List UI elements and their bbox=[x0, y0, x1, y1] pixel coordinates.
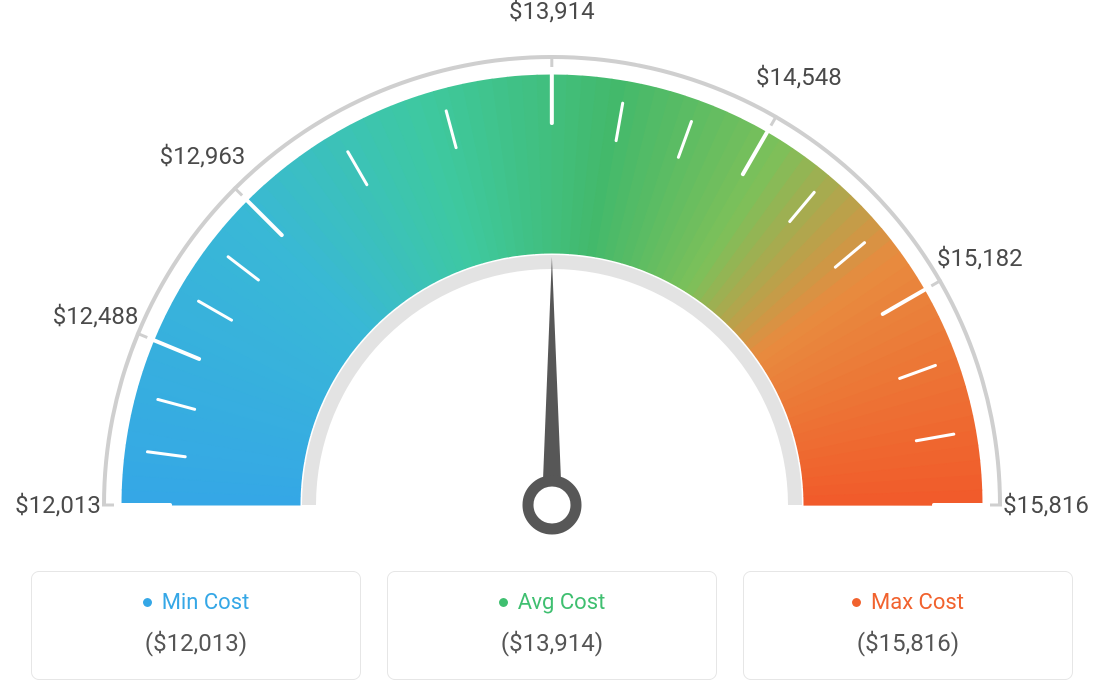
legend-card-min: Min Cost ($12,013) bbox=[31, 571, 361, 680]
legend-title-min: Min Cost bbox=[143, 590, 250, 615]
legend-value-avg: ($13,914) bbox=[398, 629, 706, 657]
gauge-needle bbox=[542, 257, 562, 505]
legend-title-max: Max Cost bbox=[852, 590, 964, 615]
gauge-tick-label: $15,182 bbox=[937, 244, 1023, 272]
gauge-tick-label: $14,548 bbox=[756, 63, 842, 91]
bullet-icon bbox=[143, 598, 152, 607]
gauge-tick-label: $13,914 bbox=[509, 0, 595, 25]
gauge-needle-base bbox=[528, 481, 576, 529]
legend-value-max: ($15,816) bbox=[754, 629, 1062, 657]
legend-title-text: Min Cost bbox=[162, 590, 250, 615]
gauge-svg bbox=[0, 0, 1104, 560]
legend-title-text: Max Cost bbox=[871, 590, 964, 615]
legend-card-max: Max Cost ($15,816) bbox=[743, 571, 1073, 680]
gauge-tick-label: $12,488 bbox=[53, 302, 139, 330]
legend-row: Min Cost ($12,013) Avg Cost ($13,914) Ma… bbox=[0, 571, 1104, 680]
gauge-tick-label: $15,816 bbox=[1003, 491, 1089, 519]
gauge-tick-label: $12,013 bbox=[15, 491, 101, 519]
gauge-container: $12,013 $12,488 $12,963 $13,914 $14,548 $15,1… bbox=[0, 0, 1104, 560]
bullet-icon bbox=[852, 598, 861, 607]
gauge-tick-label: $12,963 bbox=[160, 142, 246, 170]
legend-value-min: ($12,013) bbox=[42, 629, 350, 657]
bullet-icon bbox=[499, 598, 508, 607]
legend-title-avg: Avg Cost bbox=[499, 590, 606, 615]
legend-card-avg: Avg Cost ($13,914) bbox=[387, 571, 717, 680]
legend-title-text: Avg Cost bbox=[518, 590, 606, 615]
